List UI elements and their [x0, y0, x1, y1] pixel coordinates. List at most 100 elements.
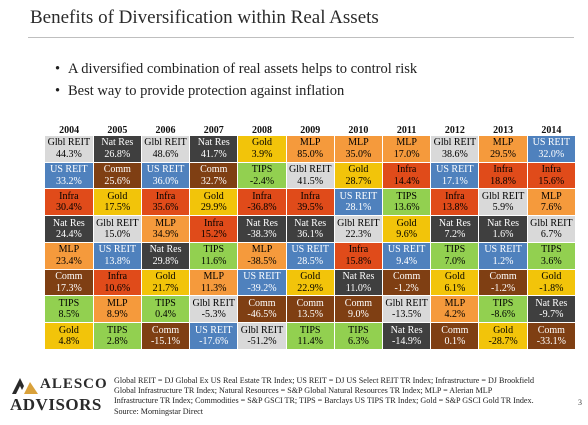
- return-value: 13.6%: [393, 202, 420, 214]
- year-header: 2006: [141, 125, 190, 136]
- return-value: 17.0%: [393, 148, 420, 160]
- asset-label: Infra: [300, 190, 320, 202]
- return-cell: Infra -36.8%: [237, 188, 287, 217]
- return-cell: TIPS 7.0%: [430, 242, 480, 270]
- return-value: 28.5%: [297, 255, 324, 267]
- return-cell: TIPS 6.3%: [334, 322, 384, 350]
- return-value: 0.1%: [444, 336, 466, 348]
- title-divider: [28, 37, 574, 38]
- return-value: 15.8%: [345, 255, 372, 267]
- return-cell: MLP 29.5%: [478, 136, 528, 163]
- asset-label: Glbl REIT: [96, 217, 139, 229]
- footnote-line: Global REIT = DJ Global Ex US Real Estat…: [114, 376, 535, 385]
- asset-label: US REIT: [243, 271, 281, 283]
- asset-label: TIPS: [107, 324, 128, 336]
- return-cell: Glbl REIT 5.9%: [478, 188, 528, 217]
- logo-mark-icon: [12, 378, 38, 394]
- asset-label: Nat Res: [246, 217, 278, 229]
- asset-label: TIPS: [541, 244, 562, 256]
- return-value: 22.9%: [297, 282, 324, 294]
- return-value: 9.6%: [396, 229, 418, 241]
- return-cell: Nat Res 7.2%: [430, 215, 480, 243]
- year-header: 2014: [527, 125, 576, 136]
- year-header: 2010: [334, 125, 383, 136]
- asset-label: US REIT: [339, 190, 378, 202]
- return-value: -46.5%: [247, 309, 277, 321]
- return-value: 8.5%: [58, 309, 80, 321]
- asset-label: Glbl REIT: [192, 297, 236, 309]
- asset-label: TIPS: [299, 324, 321, 336]
- rank-row: Infra 30.4% Gold 17.5% Infra 35.6% Gold 29.9% In…: [45, 188, 577, 217]
- return-value: -9.7%: [539, 309, 564, 321]
- return-cell: Nat Res -38.3%: [237, 215, 287, 243]
- return-cell: MLP 85.0%: [286, 136, 335, 163]
- return-cell: TIPS -2.4%: [237, 162, 287, 190]
- asset-label: TIPS: [444, 244, 466, 256]
- return-value: 13.8%: [441, 202, 468, 214]
- return-value: 15.0%: [104, 229, 131, 241]
- asset-label: TIPS: [58, 297, 80, 309]
- return-value: 2.8%: [106, 336, 128, 348]
- return-cell: MLP 11.3%: [189, 269, 239, 297]
- rank-row: Gold 4.8% TIPS 2.8% Comm -15.1% US REIT -17.6% G…: [45, 322, 577, 350]
- asset-label: Comm: [296, 297, 324, 309]
- return-value: 44.3%: [55, 148, 82, 160]
- asset-label: Infra: [252, 190, 272, 202]
- return-cell: US REIT 13.8%: [93, 242, 142, 270]
- asset-label: Gold: [348, 164, 369, 176]
- returns-table-body: Glbl REIT 44.3% Nat Res 26.8% Glbl REIT 48.6%…: [45, 136, 577, 350]
- asset-label: Gold: [300, 271, 321, 283]
- return-cell: Comm -46.5%: [237, 295, 287, 324]
- return-value: 6.3%: [348, 336, 369, 348]
- asset-label: MLP: [444, 297, 466, 309]
- return-value: 34.9%: [152, 229, 179, 241]
- footnote-source: Source: Morningstar Direct: [114, 406, 204, 416]
- return-value: 17.5%: [104, 202, 131, 214]
- rank-row: MLP 23.4% US REIT 13.8% Nat Res 29.8% TIPS 11.6…: [45, 242, 577, 270]
- return-value: 9.0%: [348, 309, 369, 321]
- return-value: 3.6%: [540, 255, 562, 267]
- asset-label: Nat Res: [101, 137, 134, 149]
- return-value: 32.7%: [200, 175, 227, 187]
- asset-label: Comm: [55, 271, 83, 283]
- return-cell: MLP 7.6%: [527, 188, 577, 217]
- return-cell: Infra 15.2%: [189, 215, 239, 243]
- return-cell: Comm 9.0%: [334, 295, 384, 324]
- footnote-line: Global Infrastructure TR Index; Natural …: [114, 386, 493, 396]
- return-cell: Infra 15.8%: [334, 242, 384, 270]
- asset-label: TIPS: [203, 244, 225, 256]
- bullet-item: • Best way to provide protection against …: [55, 80, 417, 102]
- return-value: -14.9%: [392, 336, 422, 348]
- return-value: 30.4%: [55, 202, 82, 214]
- return-value: -1.2%: [394, 282, 419, 294]
- return-value: 17.1%: [441, 175, 468, 187]
- asset-label: Glbl REIT: [144, 137, 187, 149]
- footnote: Global REIT = DJ Global Ex US Real Estat…: [114, 376, 584, 417]
- return-cell: TIPS 13.6%: [382, 188, 432, 217]
- return-cell: Gold 21.7%: [141, 269, 191, 297]
- return-value: 11.3%: [201, 282, 227, 294]
- asset-label: MLP: [155, 217, 176, 229]
- return-value: 4.2%: [444, 309, 466, 321]
- asset-label: Gold: [541, 271, 562, 283]
- return-cell: Comm -1.2%: [382, 269, 432, 297]
- return-cell: US REIT 9.4%: [382, 242, 432, 270]
- return-value: 7.6%: [540, 202, 562, 214]
- return-cell: Nat Res -14.9%: [382, 322, 432, 350]
- return-value: 3.9%: [251, 148, 273, 160]
- return-value: 32.0%: [538, 148, 565, 160]
- asset-label: Glbl REIT: [481, 190, 525, 202]
- asset-label: MLP: [58, 244, 80, 256]
- return-value: 7.2%: [444, 229, 466, 241]
- asset-label: US REIT: [98, 244, 137, 256]
- return-value: -2.4%: [249, 175, 275, 187]
- asset-label: Infra: [493, 164, 513, 176]
- return-cell: Nat Res 36.1%: [286, 215, 335, 243]
- asset-label: Nat Res: [197, 137, 230, 149]
- return-cell: TIPS -8.6%: [478, 295, 528, 324]
- year-header: 2004: [45, 125, 94, 136]
- asset-label: MLP: [107, 297, 128, 309]
- asset-label: Gold: [155, 271, 176, 283]
- return-cell: Comm 25.6%: [93, 162, 142, 190]
- asset-label: Infra: [155, 190, 176, 202]
